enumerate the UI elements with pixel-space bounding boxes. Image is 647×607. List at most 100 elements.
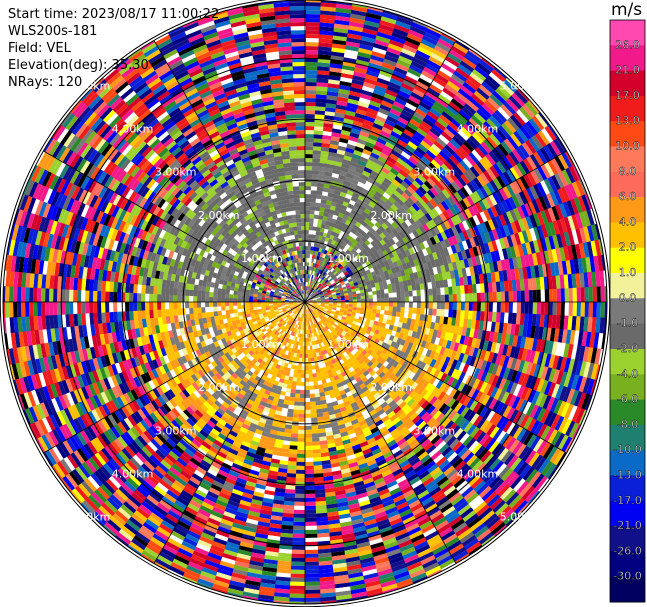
velocity-gate [318, 256, 323, 261]
velocity-gate [322, 332, 327, 337]
velocity-gate [305, 162, 313, 167]
velocity-gate [396, 198, 405, 207]
velocity-gate [432, 453, 445, 464]
velocity-gate [305, 246, 309, 251]
velocity-gate [435, 345, 442, 354]
velocity-gate [494, 145, 507, 160]
velocity-gate [549, 398, 559, 414]
velocity-gate [522, 432, 534, 447]
velocity-gate [312, 453, 322, 458]
velocity-gate [468, 247, 476, 258]
velocity-gate [450, 193, 460, 205]
velocity-gate [324, 305, 329, 308]
velocity-gate [595, 271, 601, 288]
velocity-gate [492, 281, 497, 293]
velocity-gate [469, 266, 475, 277]
velocity-gate [425, 165, 436, 176]
velocity-gate [310, 278, 313, 283]
velocity-gate [487, 373, 496, 386]
velocity-gate [409, 324, 415, 332]
velocity-gate [557, 434, 569, 451]
velocity-gate [381, 222, 389, 230]
velocity-gate [515, 461, 529, 477]
velocity-gate [334, 190, 342, 196]
velocity-gate [471, 389, 480, 401]
velocity-gate [335, 308, 341, 312]
velocity-gate [588, 286, 593, 303]
velocity-gate [381, 126, 393, 135]
velocity-gate [357, 208, 365, 215]
velocity-gate [320, 286, 325, 291]
velocity-gate [315, 281, 320, 286]
velocity-gate [327, 292, 332, 295]
velocity-gate [307, 349, 311, 354]
velocity-gate [331, 292, 336, 295]
velocity-gate [316, 86, 329, 92]
velocity-gate [340, 332, 346, 337]
velocity-gate [344, 297, 349, 300]
velocity-gate [306, 294, 309, 299]
velocity-gate [512, 335, 519, 348]
velocity-gate [319, 292, 324, 296]
velocity-gate [558, 203, 568, 219]
velocity-gate [411, 460, 423, 471]
velocity-gate [505, 98, 520, 113]
velocity-gate [327, 293, 333, 296]
velocity-gate [414, 376, 423, 385]
velocity-gate [331, 197, 339, 204]
velocity-gate [429, 219, 437, 229]
velocity-gate [519, 279, 525, 292]
velocity-gate [320, 313, 325, 318]
velocity-gate [492, 414, 503, 427]
velocity-gate [515, 428, 527, 443]
velocity-gate [440, 231, 448, 241]
velocity-gate [306, 290, 308, 295]
velocity-gate [465, 492, 479, 505]
velocity-gate [526, 266, 532, 280]
velocity-gate [335, 203, 343, 209]
velocity-gate [344, 339, 350, 345]
velocity-gate [307, 295, 310, 299]
velocity-gate [304, 413, 312, 418]
velocity-gate [533, 151, 545, 167]
velocity-gate [338, 174, 347, 181]
velocity-gate [509, 409, 519, 423]
velocity-gate [555, 370, 564, 386]
velocity-gate [304, 569, 320, 574]
velocity-gate [305, 294, 308, 299]
velocity-gate [323, 272, 328, 278]
velocity-gate [486, 385, 495, 397]
velocity-gate [368, 276, 374, 282]
velocity-gate [420, 302, 425, 309]
velocity-gate [516, 290, 521, 303]
velocity-gate [451, 278, 457, 287]
velocity-gate [529, 153, 541, 169]
velocity-gate [384, 297, 389, 303]
velocity-gate [337, 253, 343, 259]
velocity-gate [454, 360, 462, 371]
velocity-gate [394, 316, 400, 323]
velocity-gate [388, 196, 397, 205]
velocity-gate [567, 215, 576, 232]
velocity-gate [333, 250, 338, 256]
velocity-gate [370, 389, 378, 397]
velocity-gate [304, 417, 312, 422]
velocity-gate [315, 318, 320, 323]
velocity-gate [323, 316, 328, 320]
velocity-gate [294, 393, 301, 398]
velocity-gate [404, 189, 413, 198]
velocity-gate [405, 369, 413, 378]
velocity-gate [319, 269, 324, 275]
velocity-gate [552, 220, 561, 236]
velocity-gate [443, 356, 451, 366]
velocity-gate [356, 304, 361, 308]
velocity-gate [305, 166, 313, 171]
velocity-gate [432, 308, 437, 317]
velocity-gate [525, 101, 539, 117]
velocity-gate [379, 19, 397, 29]
velocity-gate [550, 174, 562, 191]
velocity-gate [350, 82, 364, 90]
velocity-gate [324, 175, 332, 181]
velocity-gate [329, 313, 335, 317]
velocity-gate [529, 240, 536, 255]
